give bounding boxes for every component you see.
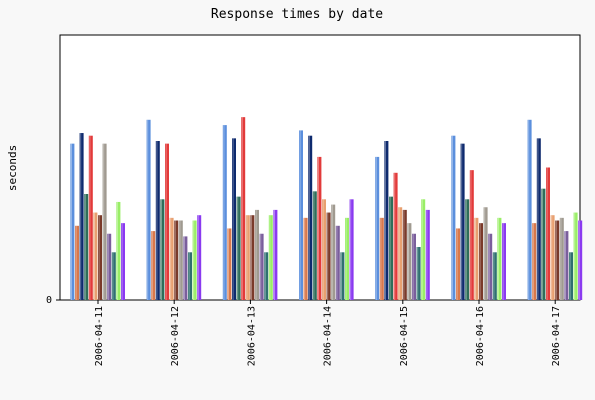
bar: [412, 233, 416, 300]
bar: [331, 204, 336, 300]
bar: [416, 247, 421, 300]
bar: [349, 199, 354, 300]
bar: [326, 212, 331, 300]
bar: [465, 199, 470, 300]
bar: [451, 135, 456, 300]
x-tick-label: 2006-04-13: [246, 306, 257, 366]
bar: [79, 133, 84, 300]
bar: [573, 212, 578, 300]
bar: [474, 217, 479, 300]
y-ticks-group: 0: [46, 295, 60, 306]
bar: [312, 191, 317, 300]
bar: [245, 215, 250, 300]
bar: [155, 141, 160, 300]
x-tick-label: 2006-04-16: [475, 306, 486, 366]
bar: [268, 215, 273, 300]
bar: [192, 220, 197, 300]
bar: [116, 201, 121, 300]
bar: [479, 223, 483, 300]
bar: [460, 143, 465, 300]
bar: [273, 209, 278, 300]
bar: [389, 196, 393, 300]
bar: [178, 220, 183, 300]
bar: [317, 156, 322, 300]
bar: [250, 215, 255, 300]
bar: [345, 217, 349, 300]
bar: [165, 143, 169, 300]
bar: [236, 196, 241, 300]
bar: [160, 199, 165, 300]
bar: [335, 225, 340, 300]
bar: [264, 252, 269, 300]
bar: [564, 231, 569, 300]
y-axis-label: seconds: [6, 145, 19, 191]
bar: [151, 231, 156, 300]
bar: [497, 217, 502, 300]
bar: [550, 215, 555, 300]
x-tick-label: 2006-04-15: [399, 306, 410, 366]
x-tick-label: 2006-04-17: [551, 306, 562, 366]
bar: [421, 199, 426, 300]
bar: [299, 130, 303, 300]
bar: [425, 209, 430, 300]
bar: [88, 135, 93, 300]
bar: [578, 220, 583, 300]
bar: [322, 199, 326, 300]
x-tick-label: 2006-04-11: [94, 306, 105, 366]
bar: [536, 138, 541, 300]
bar: [146, 119, 151, 300]
x-tick-label: 2006-04-14: [323, 306, 334, 366]
bar: [541, 188, 546, 300]
bar: [384, 141, 389, 300]
bar: [532, 223, 537, 300]
chart-title: Response times by date: [211, 7, 383, 22]
bar: [375, 156, 380, 300]
bar: [402, 209, 407, 300]
bar: [340, 252, 345, 300]
bar: [398, 207, 403, 300]
bar: [188, 252, 192, 300]
bar: [183, 236, 188, 300]
bars-group: [70, 117, 583, 301]
bar: [75, 225, 79, 300]
bar: [527, 119, 532, 300]
bar: [546, 167, 550, 300]
bar: [407, 223, 412, 300]
bar: [569, 252, 573, 300]
bar: [308, 135, 313, 300]
bar: [502, 223, 506, 300]
bar: [232, 138, 236, 300]
bar: [492, 252, 497, 300]
bar: [227, 228, 232, 300]
bar: [174, 220, 179, 300]
bar: [488, 233, 493, 300]
bar: [483, 207, 488, 300]
bar: [255, 209, 259, 300]
x-ticks-group: 2006-04-11 2006-04-12 2006-04-13 2006-04-14…: [94, 300, 562, 366]
bar: [555, 220, 560, 300]
bar: [241, 117, 246, 301]
bar: [303, 217, 308, 300]
bar: [84, 194, 89, 300]
bar: [222, 125, 227, 300]
bar: [70, 143, 75, 300]
bar: [93, 212, 98, 300]
bar: [111, 252, 116, 300]
bar: [259, 233, 264, 300]
bar: [456, 228, 460, 300]
bar: [169, 217, 174, 300]
y-tick-label: 0: [46, 295, 52, 306]
bar: [559, 217, 564, 300]
bar: [98, 215, 102, 300]
bar: [393, 172, 398, 300]
bar: [107, 233, 112, 300]
bar: [102, 143, 107, 300]
bar: [121, 223, 125, 300]
bar: [469, 170, 474, 300]
bar: [379, 217, 384, 300]
x-tick-label: 2006-04-12: [170, 306, 181, 366]
bar: [197, 215, 202, 300]
